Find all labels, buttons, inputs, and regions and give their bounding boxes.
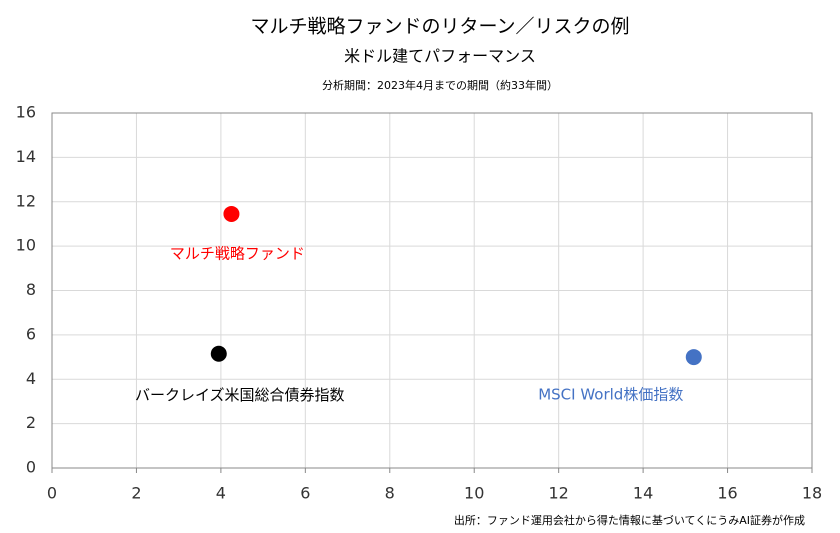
x-tick-label: 8 <box>385 484 395 503</box>
x-tick-label: 16 <box>717 484 737 503</box>
y-tick-label: 0 <box>26 458 36 477</box>
point-label: マルチ戦略ファンド <box>170 244 305 262</box>
x-tick-label: 6 <box>300 484 310 503</box>
point <box>223 205 240 222</box>
chart-title: マルチ戦略ファンドのリターン／リスクの例 <box>250 16 629 38</box>
period-note: 分析期間：2023年4月までの期間（約33年間） <box>322 78 558 92</box>
plot-border <box>51 112 813 469</box>
y-tick-label: 2 <box>26 413 36 432</box>
point <box>685 349 702 366</box>
x-tick-label: 14 <box>633 484 653 503</box>
source-note: 出所：ファンド運用会社から得た情報に基づいてくにうみAI証券が作成 <box>454 513 805 527</box>
chart-subtitle: 米ドル建てパフォーマンス <box>344 47 536 66</box>
point-label: MSCI World株価指数 <box>538 386 683 404</box>
x-tick-label: 10 <box>464 484 484 503</box>
x-tick-label: 2 <box>131 484 141 503</box>
y-tick-label: 6 <box>26 324 36 343</box>
point-label: バークレイズ米国総合債券指数 <box>135 386 345 404</box>
x-tick-label: 4 <box>216 484 226 503</box>
x-tick-label: 0 <box>47 484 57 503</box>
y-tick-label: 10 <box>16 236 36 255</box>
point <box>210 345 227 362</box>
x-tick-label: 18 <box>802 484 822 503</box>
y-tick-label: 4 <box>26 369 36 388</box>
y-tick-label: 8 <box>26 280 36 299</box>
x-tick-label: 12 <box>548 484 568 503</box>
y-tick-label: 14 <box>16 147 36 166</box>
y-tick-label: 12 <box>16 191 36 210</box>
y-tick-label: 16 <box>16 103 36 122</box>
